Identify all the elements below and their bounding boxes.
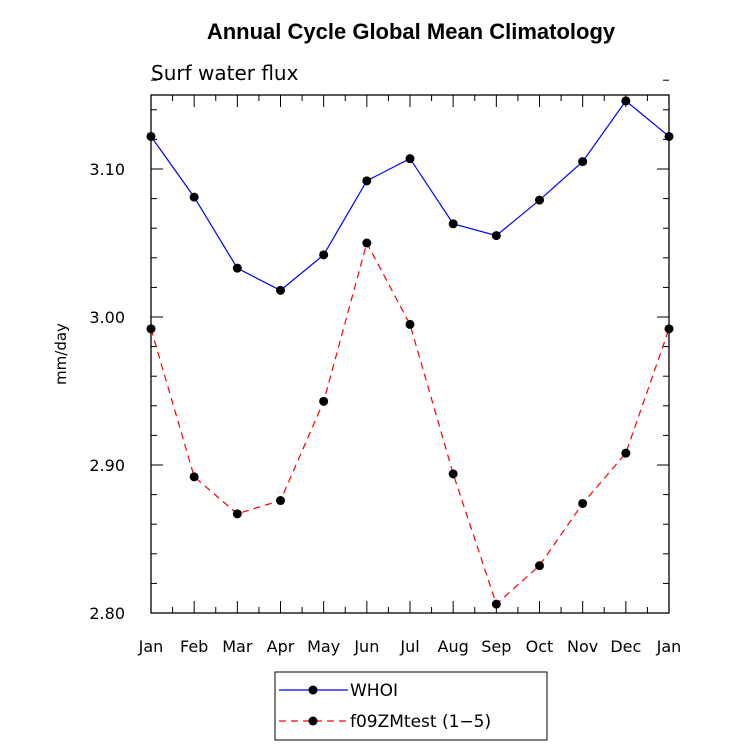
x-tick-label: May	[307, 637, 340, 656]
series-0-point	[621, 96, 631, 106]
x-tick-label: Mar	[222, 637, 253, 656]
x-tick-label: Jan	[656, 637, 682, 656]
series-0-point	[448, 219, 458, 229]
series-1-point	[491, 599, 501, 609]
series-0-point	[491, 231, 501, 241]
series-1-point	[232, 509, 242, 519]
series-0-point	[362, 176, 372, 186]
series-0-point	[664, 131, 674, 141]
y-axis-label: mm/day	[52, 323, 70, 385]
legend-label-whoi: WHOI	[350, 681, 398, 701]
series-1-point	[664, 324, 674, 334]
series-1-point	[405, 319, 415, 329]
x-tick-labels: Jan Feb Mar Apr May Jun Jul Aug Sep Oct Nov Dec Jan	[138, 637, 682, 656]
series-layer	[146, 96, 674, 609]
series-0-point	[146, 131, 156, 141]
x-tick-label: Oct	[526, 637, 554, 656]
x-tick-label: Dec	[610, 637, 641, 656]
chart-title: Annual Cycle Global Mean Climatology	[207, 19, 616, 44]
plot-frame	[150, 94, 670, 614]
y-tick-label: 3.10	[89, 160, 125, 179]
chart-subtitle: Surf water flux	[151, 61, 299, 85]
series-0-point	[232, 263, 242, 273]
y-tick-label: 2.90	[89, 456, 125, 475]
legend: WHOI f09ZMtest (1−5)	[274, 671, 548, 741]
y-tick-label: 3.00	[89, 308, 125, 327]
legend-box	[274, 671, 548, 741]
x-tick-label: Jan	[138, 637, 164, 656]
y-tick-label: 2.80	[89, 604, 125, 623]
series-0-point	[276, 285, 285, 295]
x-tick-label: Jul	[399, 637, 419, 656]
series-1-point	[535, 561, 544, 571]
x-tick-label: Nov	[567, 637, 598, 656]
series-0-point	[189, 192, 199, 202]
series-line-1	[150, 241, 670, 606]
legend-marker-whoi	[308, 685, 318, 695]
series-0-point	[319, 250, 329, 260]
y-tick-labels: 2.80 2.90 3.00 3.10	[89, 160, 125, 623]
x-tick-label: Sep	[481, 637, 511, 656]
series-1-point	[362, 238, 372, 248]
series-1-point	[189, 472, 199, 482]
series-1-point	[146, 324, 156, 334]
legend-marker-f09zmtest	[308, 716, 318, 726]
x-tick-label: Aug	[438, 637, 469, 656]
series-1-point	[448, 469, 458, 479]
series-1-point	[621, 448, 631, 458]
series-1-point	[578, 498, 588, 508]
legend-label-f09zmtest: f09ZMtest (1−5)	[350, 712, 491, 732]
series-line-0	[150, 100, 670, 292]
x-tick-label: Jun	[353, 637, 379, 656]
x-tick-label: Apr	[267, 637, 295, 656]
series-1-point	[276, 496, 285, 506]
series-0-point	[405, 154, 415, 164]
x-tick-label: Feb	[180, 637, 208, 656]
series-1-point	[319, 396, 329, 406]
series-0-point	[578, 157, 588, 167]
series-0-point	[535, 195, 544, 205]
